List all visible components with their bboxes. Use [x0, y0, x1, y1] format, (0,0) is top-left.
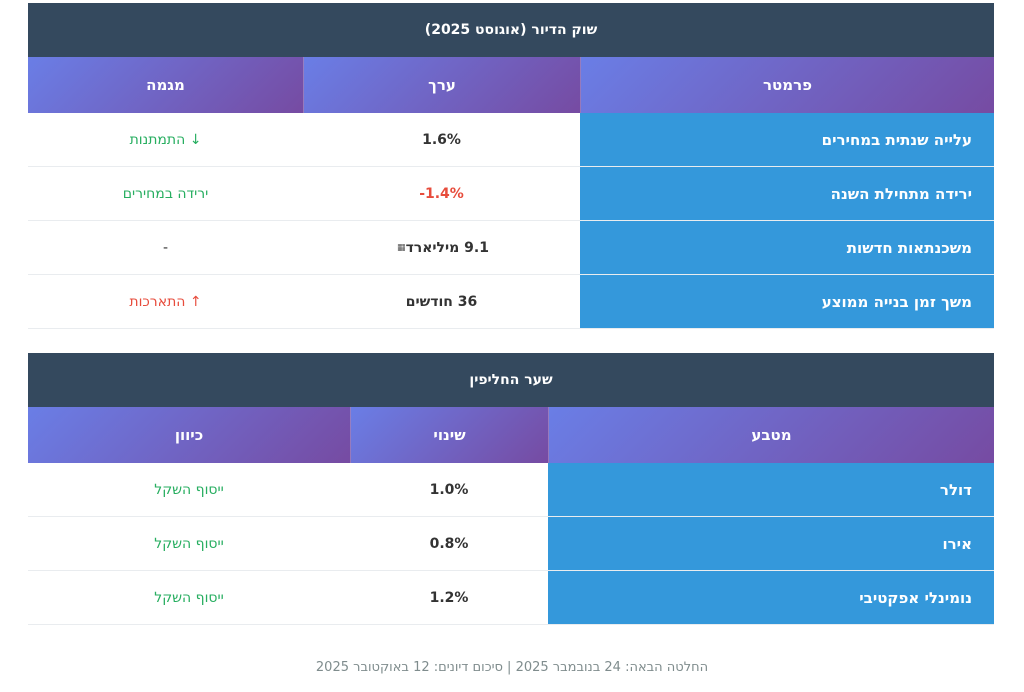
value-text: -1.4% — [419, 185, 464, 202]
row-direction: ייסוף השקל — [154, 481, 224, 498]
header-change: שינוי — [350, 407, 548, 463]
table-row: דולר 1.0% ייסוף השקל — [28, 463, 994, 517]
row-currency: נומינלי אפקטיבי — [548, 571, 994, 624]
row-direction: ייסוף השקל — [154, 589, 224, 606]
row-trend: - — [162, 239, 169, 256]
housing-market-table: שוק הדיור (אוגוסט 2025) פרמטר ערך מגמה ע… — [28, 3, 994, 329]
header-parameter: פרמטר — [580, 57, 994, 113]
row-trend: ירידה במחירים — [122, 185, 209, 202]
table-row: עלייה שנתית במחירים 1.6% ↓ התמתנות — [28, 113, 994, 167]
row-parameter: ירידה מתחילת השנה — [580, 167, 994, 220]
building-icon: ▦ — [397, 242, 406, 253]
row-change: 0.8% — [429, 535, 469, 552]
header-direction: כיוון — [28, 407, 350, 463]
row-currency: דולר — [548, 463, 994, 516]
table-row: משך זמן בנייה ממוצע 36 חודשים ↑ התארכות — [28, 275, 994, 329]
row-currency: אירו — [548, 517, 994, 570]
row-parameter: עלייה שנתית במחירים — [580, 113, 994, 166]
row-value: 1.6% — [422, 131, 461, 148]
fx-header-row: מטבע שינוי כיוון — [28, 407, 994, 463]
exchange-rate-table: שער החליפין מטבע שינוי כיוון דולר 1.0% י… — [28, 353, 994, 625]
fx-table-title: שער החליפין — [28, 353, 994, 407]
row-parameter: משכנתאות חדשות — [580, 221, 994, 274]
row-change: 1.2% — [429, 589, 469, 606]
header-value: ערך — [303, 57, 580, 113]
row-change: 1.0% — [429, 481, 469, 498]
value-text: 9.1 מיליארד — [405, 239, 489, 256]
table-row: אירו 0.8% ייסוף השקל — [28, 517, 994, 571]
header-trend: מגמה — [28, 57, 303, 113]
table-row: משכנתאות חדשות 9.1 מיליארד ▦ - — [28, 221, 994, 275]
footer-note: החלטה הבאה: 24 בנובמבר 2025 | סיכום דיונ… — [315, 660, 709, 675]
row-value: 36 חודשים — [405, 293, 478, 310]
row-parameter: משך זמן בנייה ממוצע — [580, 275, 994, 328]
row-value: 9.1 מיליארד ▦ — [303, 221, 580, 274]
row-trend: ↑ התארכות — [129, 293, 202, 310]
row-value: -1.4% — [303, 167, 580, 220]
table-row: ירידה מתחילת השנה -1.4% ירידה במחירים — [28, 167, 994, 221]
housing-header-row: פרמטר ערך מגמה — [28, 57, 994, 113]
row-direction: ייסוף השקל — [154, 535, 224, 552]
housing-table-title: שוק הדיור (אוגוסט 2025) — [28, 3, 994, 57]
row-trend: ↓ התמתנות — [129, 131, 202, 148]
header-currency: מטבע — [548, 407, 994, 463]
table-row: נומינלי אפקטיבי 1.2% ייסוף השקל — [28, 571, 994, 625]
